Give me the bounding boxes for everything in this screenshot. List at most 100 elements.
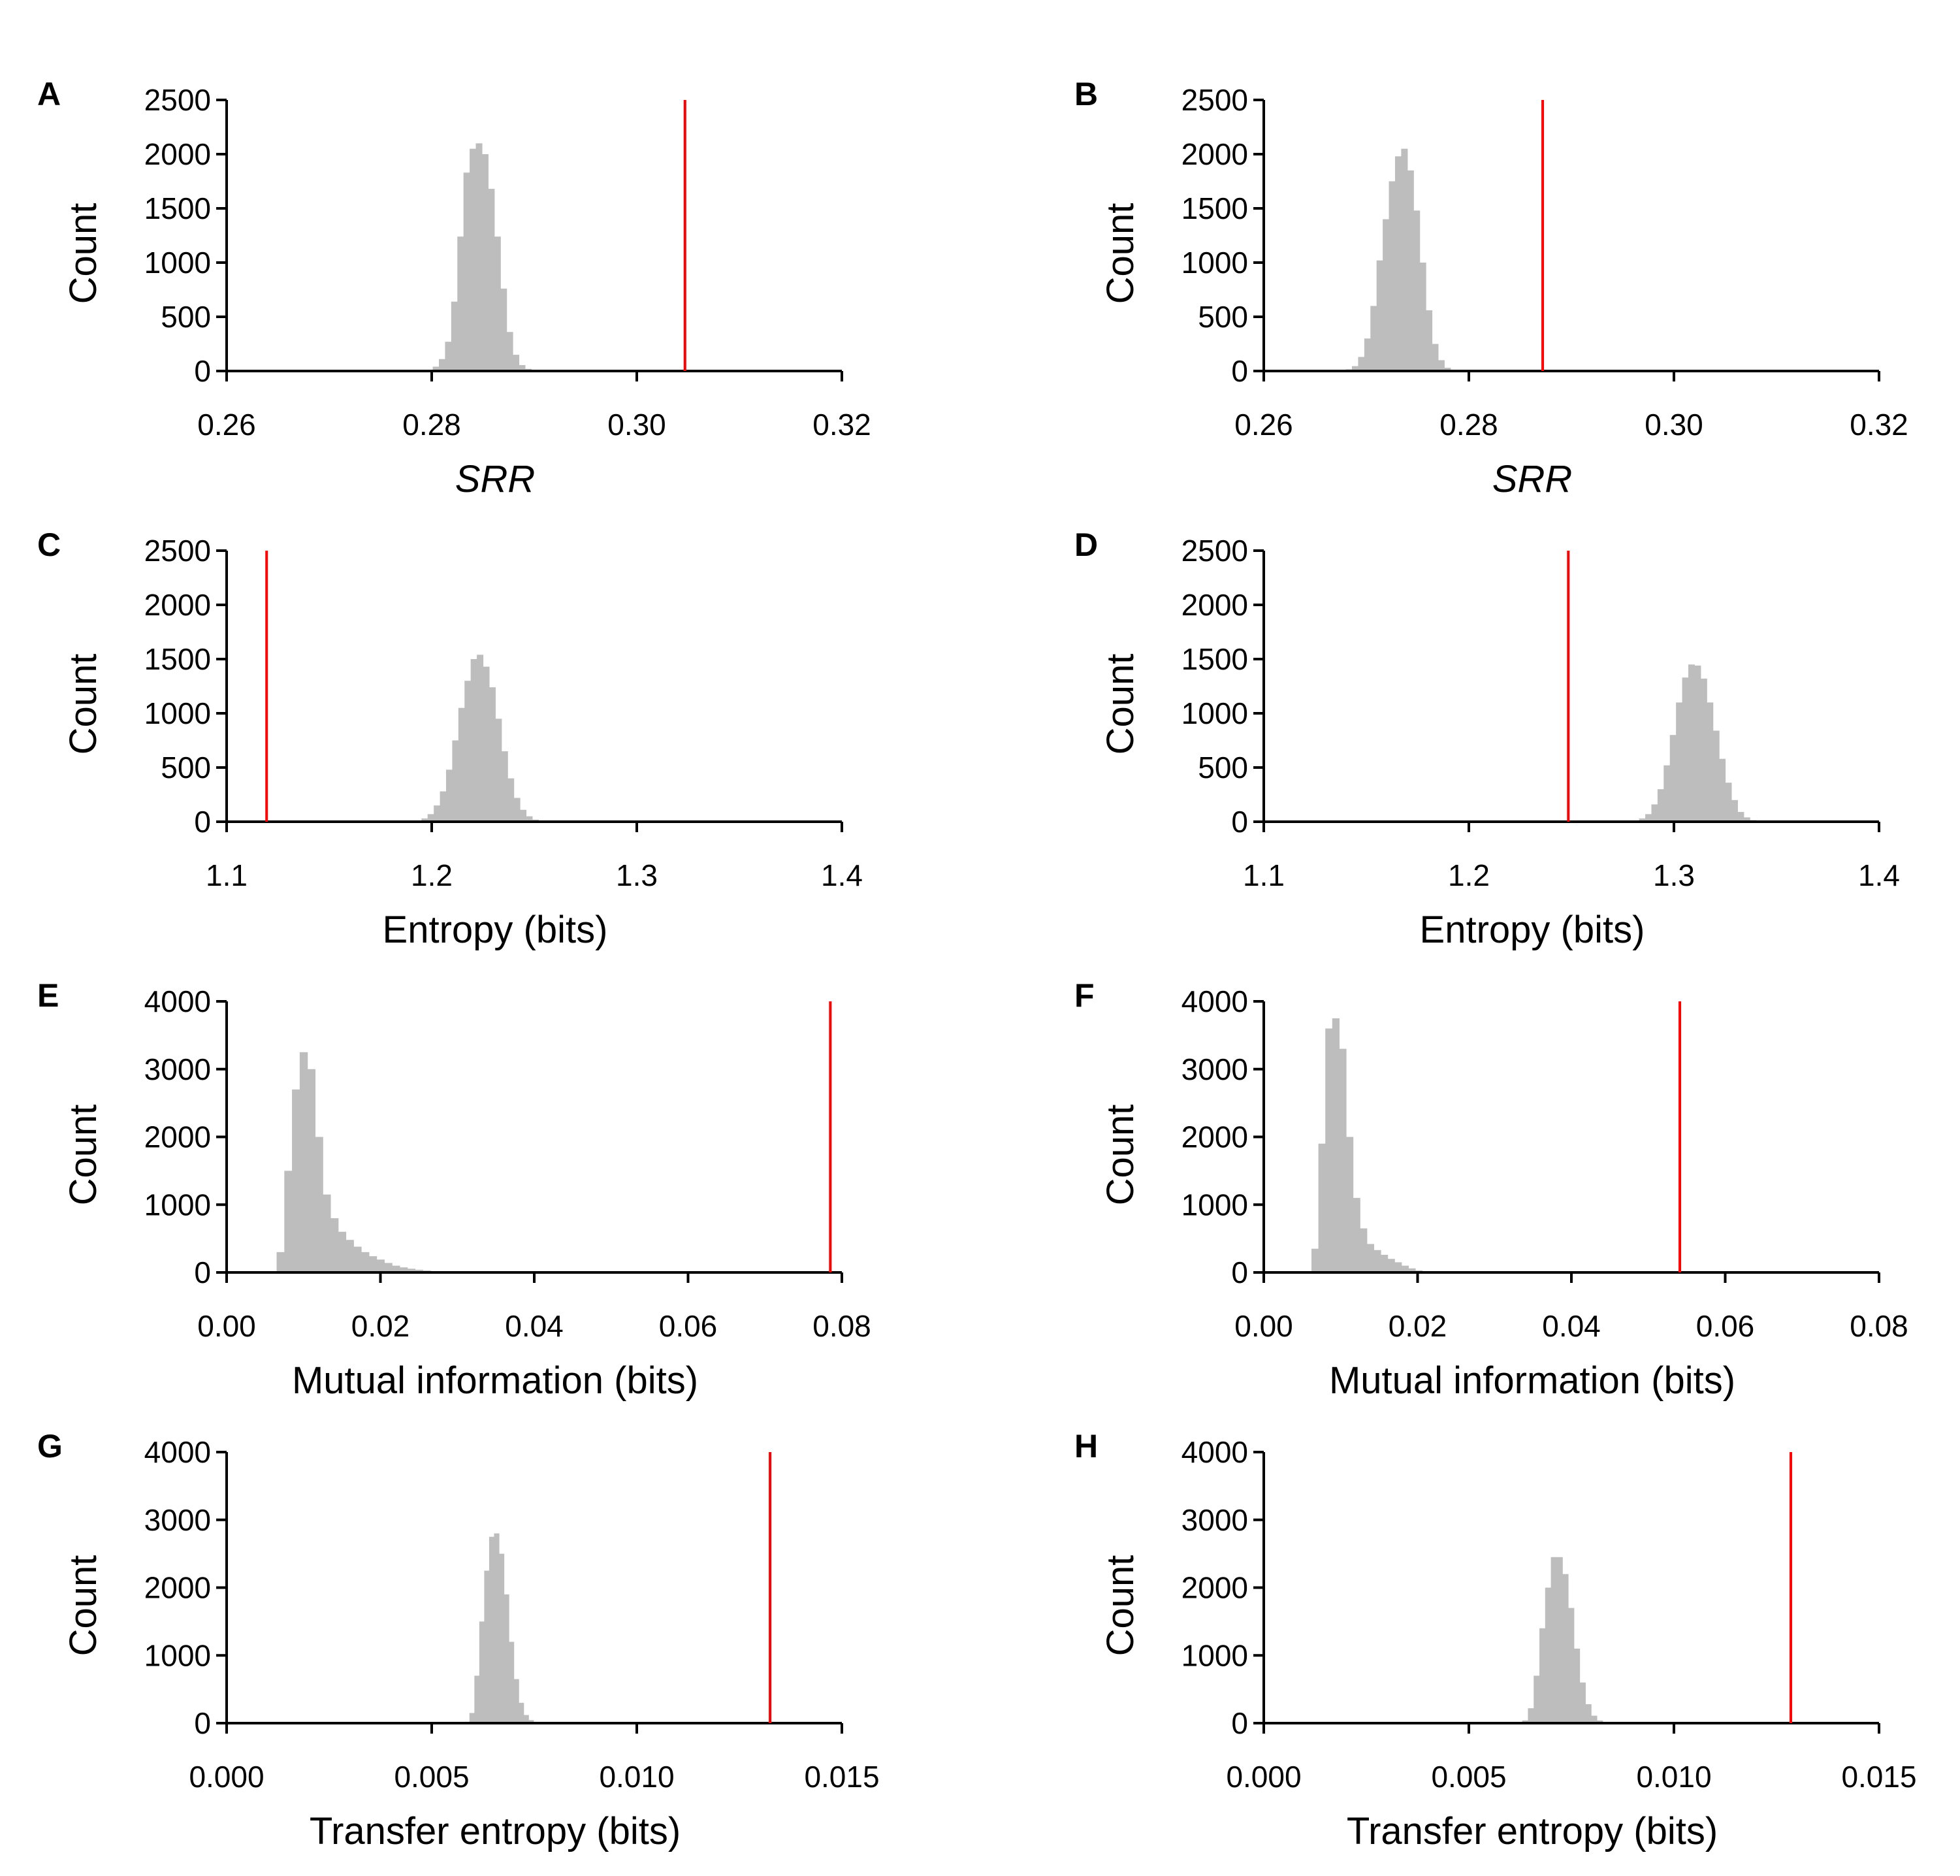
y-tick-label: 2000: [144, 137, 211, 171]
y-tick-label: 1000: [1181, 246, 1248, 280]
histogram-bar: [407, 1269, 416, 1272]
histogram-bar: [457, 236, 464, 371]
histogram-bar: [384, 1263, 393, 1272]
x-tick-label: 0.005: [1431, 1760, 1506, 1794]
histogram-bar: [452, 740, 459, 822]
panel-g: G 0 1000 2000 3000 4000 0.000 0.005 0.010 0.015 Tr…: [37, 1428, 880, 1852]
y-tick-label: 0: [194, 354, 211, 388]
panel-b: B 0 500 1000 1500 2000 2500 0.26 0.28 0.30 0.32 SRR…: [1074, 76, 1908, 500]
histogram-bar: [1311, 1248, 1319, 1272]
histogram-bar: [1556, 1557, 1563, 1723]
y-tick-label: 500: [1198, 300, 1248, 334]
histogram-bar: [1725, 783, 1732, 822]
histogram-bar: [445, 769, 453, 822]
x-tick-label: 0.06: [1696, 1309, 1755, 1343]
x-tick-label: 0.00: [1234, 1309, 1293, 1343]
x-tick-label: 1.1: [206, 858, 248, 892]
panel-letter: F: [1074, 977, 1095, 1014]
x-tick-label: 0.015: [804, 1760, 879, 1794]
histogram-bar: [470, 659, 477, 822]
histogram-bar: [520, 809, 527, 822]
x-axis-title: Entropy (bits): [1420, 909, 1645, 951]
histogram-bar: [1389, 181, 1396, 371]
y-tick-label: 2000: [144, 588, 211, 622]
histogram-bar: [1394, 156, 1402, 371]
y-tick-label: 2000: [1181, 588, 1248, 622]
histogram-bar: [1639, 818, 1646, 822]
y-tick-label: 0: [1231, 1706, 1248, 1740]
histogram-bar: [1366, 1244, 1374, 1272]
x-tick-label: 0.04: [1542, 1309, 1601, 1343]
x-tick-label: 0.02: [1389, 1309, 1447, 1343]
x-axis-title: SRR: [455, 458, 535, 500]
panel-e: E 0 1000 2000 3000 4000 0.00 0.02 0.04 0.06 0.08 Mu…: [37, 977, 871, 1402]
histogram-bar: [513, 798, 521, 822]
y-axis-title: Count: [62, 203, 104, 304]
histogram-bar: [1645, 814, 1652, 822]
y-tick-label: 1000: [1181, 696, 1248, 730]
histogram-bar: [368, 1256, 378, 1272]
y-tick-label: 2500: [1181, 83, 1248, 117]
x-axis-title: SRR: [1492, 458, 1572, 500]
histogram-bar: [338, 1231, 347, 1272]
x-tick-label: 0.26: [197, 408, 256, 442]
histogram-bar: [1719, 758, 1726, 822]
histogram-bar: [1401, 1265, 1409, 1272]
y-tick-label: 3000: [144, 1052, 211, 1086]
x-tick-label: 1.4: [1858, 858, 1900, 892]
histogram-bar: [481, 154, 489, 371]
x-tick-label: 1.2: [411, 858, 453, 892]
histogram-bar: [1426, 310, 1433, 371]
histogram-bar: [513, 355, 520, 371]
histogram-bar: [506, 332, 513, 371]
y-tick-label: 1500: [1181, 642, 1248, 676]
y-tick-label: 500: [161, 751, 211, 784]
y-tick-label: 0: [194, 1255, 211, 1289]
histogram-bar: [1707, 702, 1714, 822]
histogram-bar: [432, 366, 440, 371]
histogram-bar: [1360, 1228, 1368, 1272]
y-tick-label: 0: [194, 1706, 211, 1740]
histogram-bar: [500, 288, 507, 371]
panel-f: F 0 1000 2000 3000 4000 0.00 0.02 0.04 0.06 0.08 Mu…: [1074, 977, 1908, 1402]
histogram-bar: [483, 666, 490, 822]
histogram-bar: [1353, 1197, 1360, 1272]
panel-d: D 0 500 1000 1500 2000 2500 1.1 1.2 1.3 1.4 Entropy…: [1074, 526, 1900, 951]
histogram-bar: [1387, 1259, 1395, 1272]
histogram-bar: [494, 1533, 500, 1723]
histogram-bar: [1545, 1587, 1552, 1723]
histogram-bar: [1676, 702, 1683, 822]
histogram-bar: [498, 1553, 505, 1723]
histogram-bar: [475, 143, 483, 371]
y-tick-label: 2000: [144, 1120, 211, 1154]
histogram-bar: [469, 1713, 475, 1723]
histogram-bar: [526, 816, 533, 822]
histogram-bar: [376, 1259, 385, 1272]
y-tick-label: 2500: [144, 83, 211, 117]
x-tick-label: 0.26: [1234, 408, 1293, 442]
histogram-bar: [1528, 1708, 1534, 1723]
histogram-bar: [445, 342, 452, 371]
histogram-bar: [361, 1252, 370, 1272]
y-axis-title: Count: [62, 1555, 104, 1657]
histogram-bar: [434, 805, 441, 822]
histogram-bar: [479, 1621, 485, 1723]
histogram-bar: [421, 818, 428, 822]
histogram-bar: [1694, 665, 1701, 822]
histogram-bar: [1539, 1628, 1546, 1723]
x-axis-title: Entropy (bits): [383, 909, 608, 951]
histogram-bar: [458, 707, 465, 822]
histogram-bar: [1408, 1268, 1416, 1272]
histogram-bar: [1318, 1143, 1326, 1272]
histogram-bar: [489, 1536, 495, 1723]
x-tick-label: 0.010: [1636, 1760, 1711, 1794]
x-axis-title: Transfer entropy (bits): [310, 1810, 681, 1852]
histogram-bar: [470, 148, 477, 371]
histogram-bar: [1444, 368, 1451, 371]
histogram-bar: [307, 1069, 316, 1272]
histogram-bar: [345, 1240, 354, 1272]
y-axis-title: Count: [1099, 654, 1142, 755]
histogram-bar: [323, 1194, 331, 1272]
histogram-bar: [1657, 789, 1664, 822]
histogram-bar: [463, 172, 470, 371]
